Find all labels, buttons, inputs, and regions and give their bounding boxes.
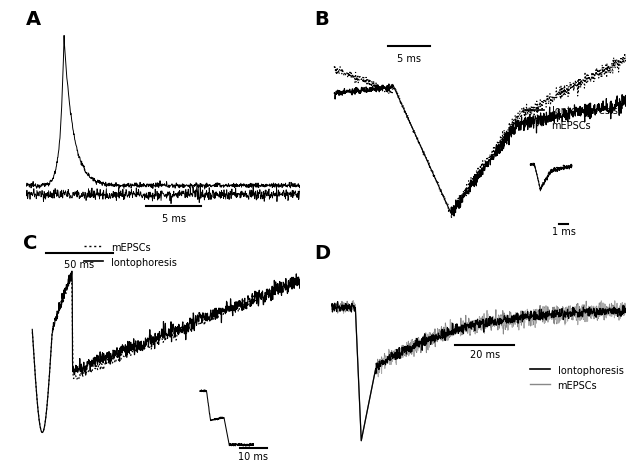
Text: B: B <box>314 10 328 29</box>
Legend: Iontophoresis, mEPSCs: Iontophoresis, mEPSCs <box>527 361 627 394</box>
Text: 5 ms: 5 ms <box>397 54 421 63</box>
Text: C: C <box>23 234 37 253</box>
Text: 5 ms: 5 ms <box>162 214 186 224</box>
Text: D: D <box>314 243 330 262</box>
Legend: mEPSCs, Iontophoresis: mEPSCs, Iontophoresis <box>80 238 181 271</box>
Text: 1 ms: 1 ms <box>551 227 576 237</box>
Text: A: A <box>26 10 41 29</box>
Text: 10 ms: 10 ms <box>238 451 268 461</box>
Text: 50 ms: 50 ms <box>64 260 94 270</box>
Text: 20 ms: 20 ms <box>470 349 500 359</box>
Legend: Iontophoresis, mEPSCs: Iontophoresis, mEPSCs <box>521 102 621 135</box>
